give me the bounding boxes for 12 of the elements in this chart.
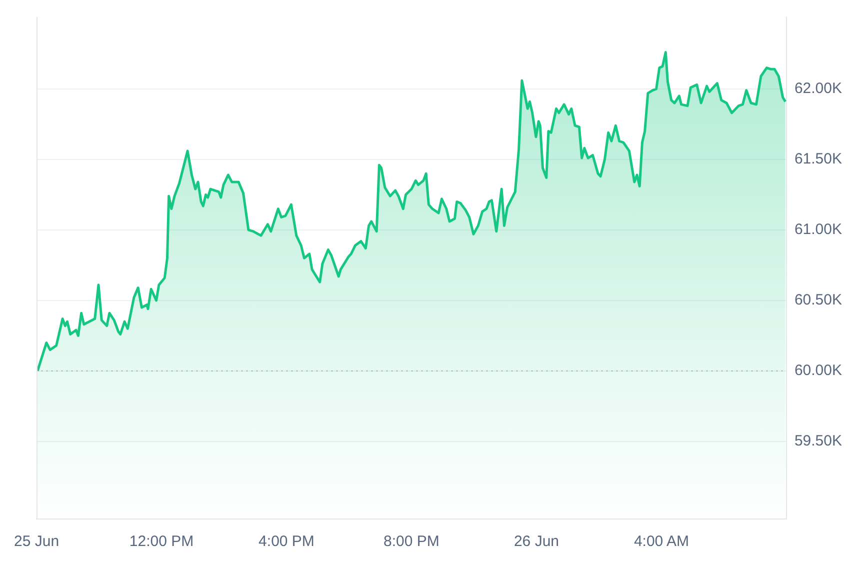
y-tick-label: 61.00K [794, 221, 842, 238]
x-tick-label: 12:00 PM [129, 533, 194, 550]
y-tick-label: 60.00K [794, 362, 842, 380]
x-tick-label: 4:00 PM [258, 533, 314, 550]
x-tick-label: 4:00 AM [634, 533, 689, 550]
y-tick-label: 59.50K [794, 432, 842, 450]
x-tick-label: 26 Jun [514, 533, 559, 550]
x-tick-label: 8:00 PM [384, 533, 440, 550]
y-tick-label: 60.50K [794, 292, 842, 309]
x-tick-label: 25 Jun [14, 533, 60, 550]
y-tick-label: 62.00K [794, 80, 842, 98]
y-tick-label: 61.50K [794, 150, 842, 168]
